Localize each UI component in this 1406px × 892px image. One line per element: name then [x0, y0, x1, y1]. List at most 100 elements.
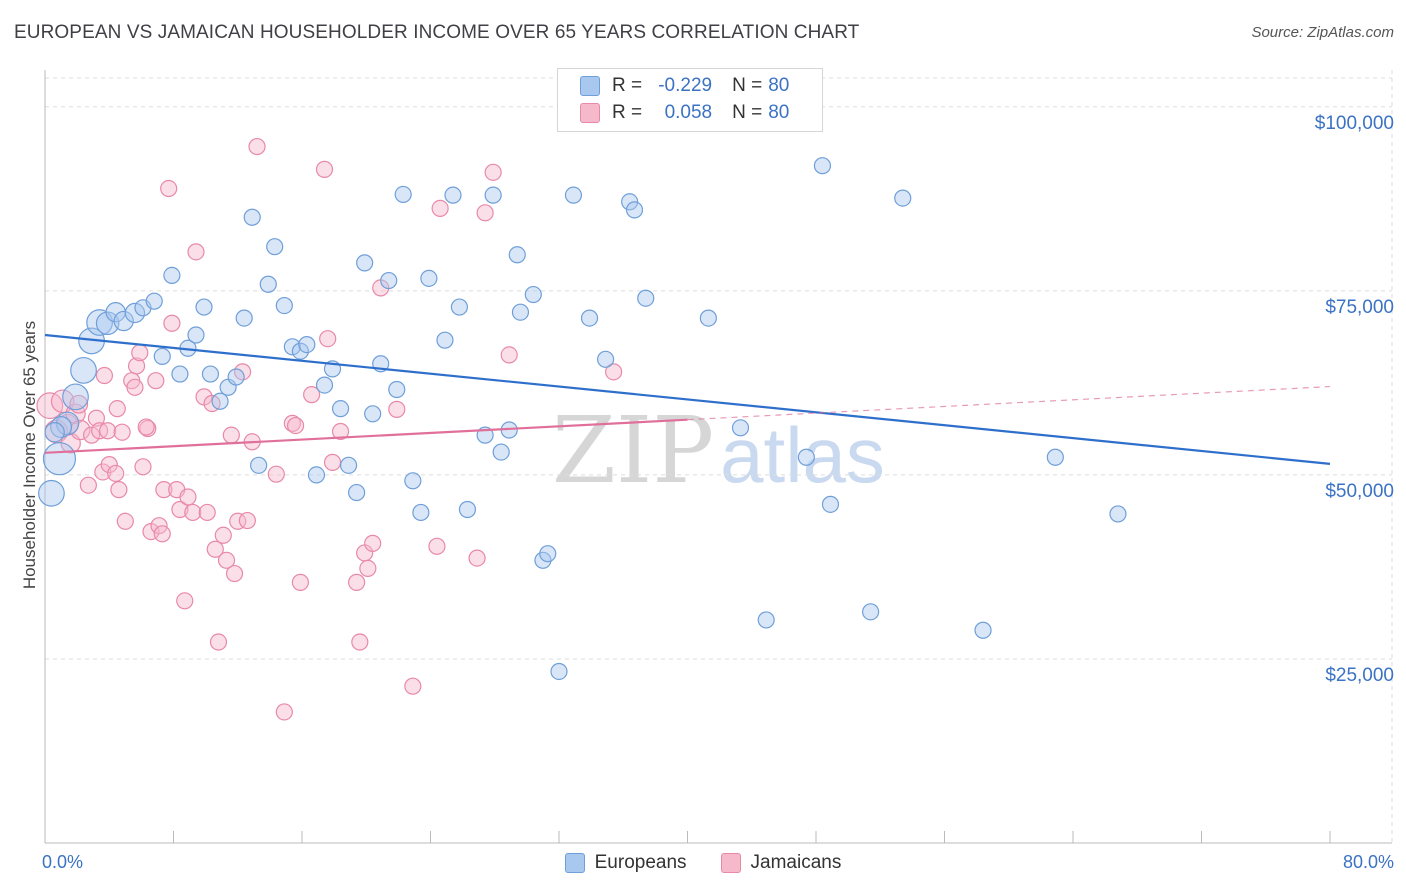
european-point	[331, 400, 350, 418]
european-point	[283, 338, 301, 356]
stats-legend: R = -0.229 N = 80 R = 0.058 N = 80	[557, 68, 823, 132]
european-point	[699, 309, 717, 327]
series-legend: Europeans Jamaicans	[0, 852, 1406, 874]
jamaican-point	[275, 703, 293, 721]
european-point	[380, 271, 398, 290]
jamaican-point	[160, 179, 178, 198]
jamaican-point	[131, 344, 149, 362]
jamaican-point	[222, 426, 240, 444]
european-point	[243, 208, 261, 226]
european-point	[163, 266, 181, 284]
european-point	[564, 186, 583, 204]
european-point	[153, 347, 171, 365]
european-point	[404, 472, 422, 490]
jamaican-point	[303, 386, 321, 404]
jamaican-point	[248, 137, 266, 156]
jamaican-point	[116, 512, 134, 530]
legend-item-europeans: Europeans	[564, 852, 687, 874]
european-point	[484, 186, 502, 204]
watermark-atlas: atlas	[720, 411, 885, 499]
y-tick-label: $25,000	[1325, 664, 1394, 686]
jamaican-point	[107, 464, 125, 483]
source-label: Source: ZipAtlas.com	[1251, 24, 1394, 41]
x-tick-min: 0.0%	[42, 852, 84, 872]
jamaican-point	[209, 633, 228, 651]
jamaican-point	[431, 199, 449, 218]
jamaican-point	[484, 163, 502, 181]
european-point	[348, 483, 366, 502]
jamaican-point	[331, 422, 350, 441]
european-point	[580, 309, 599, 327]
jamaican-point	[99, 422, 117, 440]
european-point	[113, 310, 134, 332]
jamaican-point	[36, 392, 64, 420]
european-point	[171, 365, 189, 383]
jamaican-point	[319, 330, 337, 348]
european-point	[145, 292, 163, 310]
jamaican-point	[198, 503, 216, 522]
european-point	[339, 456, 358, 474]
jamaican-point	[351, 633, 369, 651]
european-point	[211, 392, 229, 410]
jamaican-point	[134, 458, 152, 476]
european-point	[195, 298, 213, 316]
european-point	[124, 302, 146, 324]
jamaican-point	[214, 526, 232, 544]
legend-label-jamaicans: Jamaicans	[750, 852, 842, 873]
european-point	[86, 309, 114, 336]
european-point	[974, 621, 992, 639]
jamaican-point	[323, 453, 342, 471]
jamaican-point	[113, 423, 131, 441]
european-point	[1109, 505, 1127, 523]
european-point	[797, 448, 815, 466]
european-point	[458, 500, 477, 519]
european-point	[412, 503, 430, 522]
jamaican-point	[476, 204, 494, 222]
x-tick-max: 80.0%	[1342, 852, 1394, 872]
jamaican-point	[238, 511, 256, 530]
trend-lines	[44, 333, 1331, 465]
legend-swatch-jamaicans	[580, 103, 600, 123]
european-point	[70, 356, 97, 384]
european-point	[524, 285, 542, 304]
jamaican-point	[217, 551, 236, 569]
jamaican-point	[176, 592, 194, 610]
legend-row-jamaicans: R = 0.058 N = 80	[580, 100, 789, 126]
european-point	[275, 296, 293, 315]
legend-r-value: -0.229	[658, 75, 713, 96]
legend-swatch-europeans	[564, 853, 585, 873]
jamaican-point	[100, 455, 118, 474]
jamaican-point	[225, 564, 244, 583]
jamaican-point	[184, 503, 202, 522]
european-point	[187, 326, 205, 344]
legend-r-value: 0.058	[664, 102, 713, 123]
jamaican-point	[69, 394, 89, 414]
grid-lines	[45, 70, 1393, 843]
european-point	[596, 350, 615, 368]
jamaican-point	[315, 160, 334, 178]
legend-n-value: 80	[768, 102, 790, 123]
jamaican-point	[468, 549, 486, 567]
jamaican-point	[388, 400, 406, 418]
european-point	[291, 342, 309, 360]
jamaican-point	[428, 537, 446, 555]
legend-n-value: 80	[768, 75, 790, 96]
european-point	[508, 246, 526, 264]
european-point	[259, 275, 277, 293]
jamaican-point	[500, 346, 518, 364]
european-point	[227, 368, 245, 386]
european-point	[298, 335, 316, 354]
legend-swatch-europeans	[580, 76, 600, 96]
jamaican-point	[126, 378, 144, 396]
jamaican-trend-extension	[687, 385, 1331, 421]
jamaican-point	[153, 525, 171, 543]
jamaican-point	[108, 400, 126, 418]
european-point	[307, 466, 326, 484]
data-points	[36, 137, 1127, 721]
european-point	[394, 185, 412, 204]
jamaican-point	[137, 418, 155, 436]
european-point	[444, 186, 462, 204]
european-point	[388, 380, 406, 399]
european-point	[492, 443, 510, 461]
